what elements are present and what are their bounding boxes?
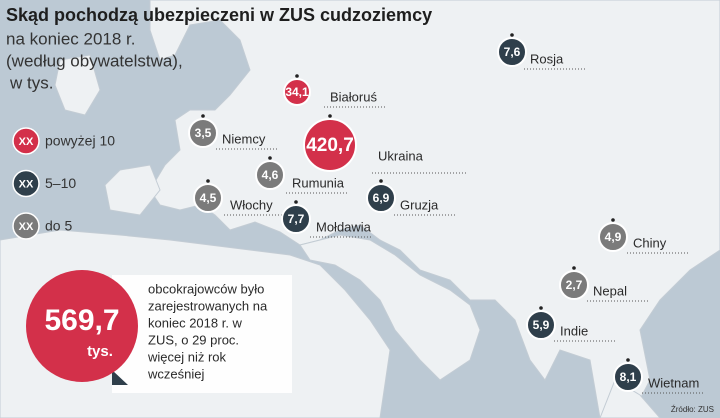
legend-swatch	[12, 169, 40, 198]
summary-text: koniec 2018 r. w	[148, 315, 243, 330]
summary-text: więcej niż rok	[147, 349, 227, 364]
marker-dot	[294, 200, 298, 204]
marker-value: 34,1	[285, 85, 309, 99]
summary-circle	[26, 270, 138, 382]
marker-dot	[268, 156, 272, 160]
country-label: Białoruś	[330, 89, 377, 104]
marker-circle	[559, 270, 589, 300]
marker-value: 4,5	[200, 191, 217, 205]
country-label: Rosja	[530, 51, 564, 66]
summary-panel	[112, 275, 292, 393]
legend: XX powyżej 10 XX 5–10 XX do 5	[12, 127, 115, 240]
summary-text: wcześniej	[147, 366, 204, 381]
subtitle: w tys.	[9, 73, 53, 92]
summary-value: 569,7	[44, 304, 119, 337]
legend-label: powyżej 10	[45, 133, 115, 149]
marker-circle	[193, 183, 223, 213]
marker-circle	[613, 362, 643, 392]
marker-value: 7,6	[504, 45, 521, 59]
marker-value: 7,7	[288, 212, 305, 226]
marker-dot	[539, 306, 543, 310]
marker-circle	[598, 222, 628, 252]
country-label: Włochy	[230, 197, 273, 212]
summary-text: ZUS, o 29 proc.	[148, 332, 239, 347]
legend-marker: XX	[19, 178, 34, 190]
marker-value: 5,9	[533, 318, 550, 332]
subtitle: (według obywatelstwa),	[6, 51, 183, 70]
marker-dot	[379, 179, 383, 183]
country-label: Mołdawia	[316, 219, 372, 234]
source: Źródło: ZUS	[671, 405, 714, 414]
country-label: Chiny	[633, 235, 667, 250]
marker-circle	[366, 183, 396, 213]
marker-value: 6,9	[373, 191, 390, 205]
marker-circle	[283, 78, 311, 106]
markers: 7,6 Rosja 34,1 Białoruś 420,7 Ukraina 3,5 Niemc…	[188, 33, 703, 394]
marker-value: 3,5	[195, 126, 212, 140]
marker-circle	[255, 160, 285, 190]
marker-dot	[572, 266, 576, 270]
country-label: Nepal	[593, 283, 627, 298]
marker-circle	[188, 118, 218, 148]
country-label: Niemcy	[222, 131, 266, 146]
title: Skąd pochodzą ubezpieczeni w ZUS cudzozi…	[6, 5, 432, 25]
subtitle: na koniec 2018 r.	[6, 29, 135, 48]
country-label: Wietnam	[648, 375, 699, 390]
legend-label: 5–10	[45, 175, 76, 191]
country-label: Rumunia	[292, 175, 345, 190]
marker-value: 2,7	[566, 278, 583, 292]
marker-dot	[510, 33, 514, 37]
marker-value: 4,6	[262, 168, 279, 182]
marker-circle	[303, 118, 357, 172]
marker-value: 420,7	[306, 135, 354, 156]
legend-marker: XX	[19, 136, 34, 148]
legend-swatch	[12, 127, 40, 155]
country-label: Ukraina	[378, 148, 424, 163]
marker-dot	[611, 218, 615, 222]
pointer	[112, 370, 128, 385]
marker-value: 4,9	[605, 230, 622, 244]
marker-value: 8,1	[620, 370, 637, 384]
country-label: Gruzja	[400, 197, 439, 212]
summary-text: obcokrajowców było	[148, 281, 264, 296]
summary-unit: tys.	[87, 343, 113, 360]
summary: 569,7 tys. obcokrajowców było zarejestrow…	[26, 270, 292, 393]
marker-circle	[281, 204, 311, 234]
legend-swatch	[12, 212, 40, 240]
marker-dot	[206, 179, 210, 183]
marker-circle	[497, 37, 527, 67]
country-label: Indie	[560, 323, 588, 338]
legend-label: do 5	[45, 218, 72, 234]
marker-circle	[526, 310, 556, 340]
marker-dot	[626, 358, 630, 362]
legend-marker: XX	[19, 221, 34, 233]
marker-dot	[201, 114, 205, 118]
summary-text: zarejestrowanych na	[148, 298, 268, 313]
marker-dot	[295, 74, 299, 78]
marker-dot	[328, 114, 332, 118]
